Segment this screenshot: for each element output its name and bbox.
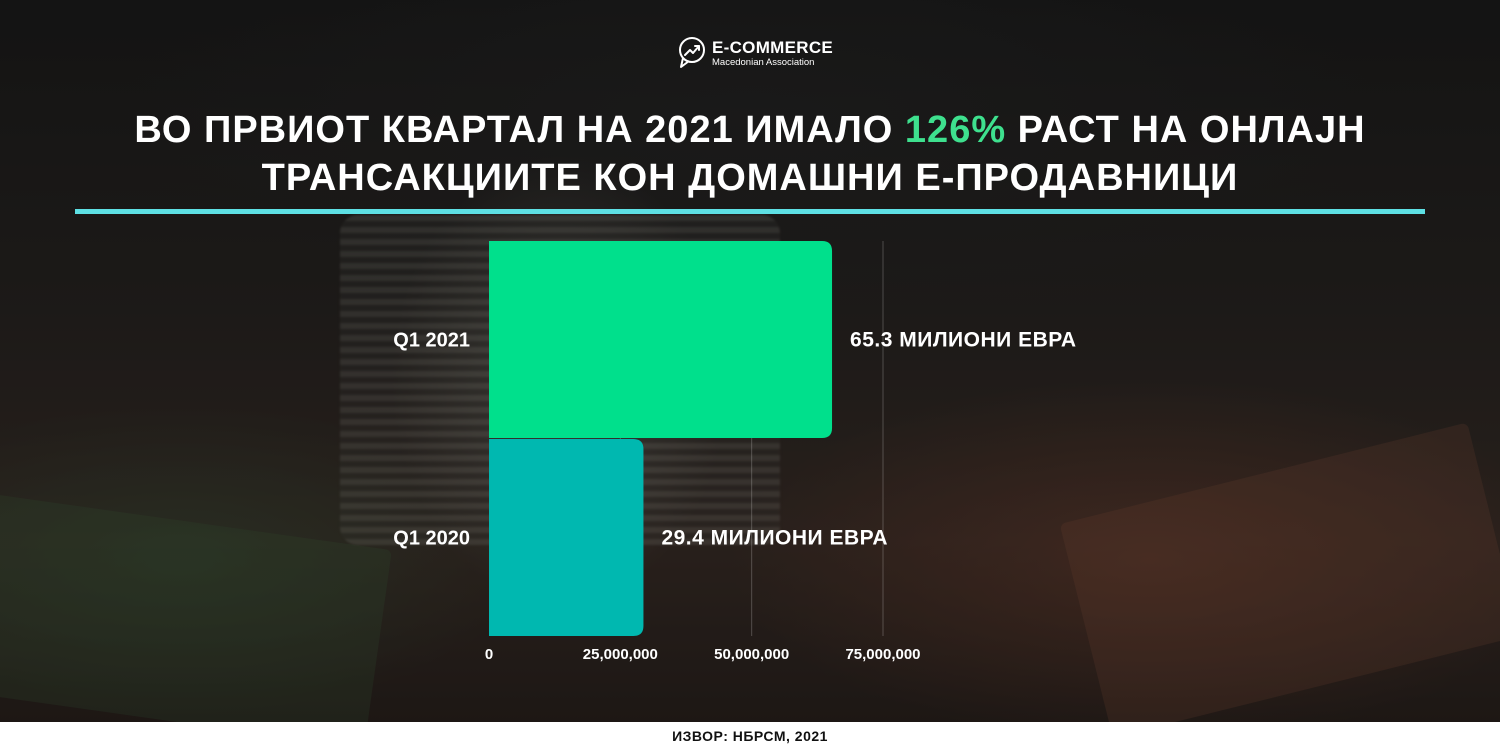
source-footer: ИЗВОР: НБРСМ, 2021 <box>0 722 1500 750</box>
category-label: Q1 2021 <box>393 330 470 352</box>
page-title: ВО ПРВИОТ КВАРТАЛ НА 2021 ИМАЛО 126% РАС… <box>0 106 1500 202</box>
bar-chart: Q1 2021 Q1 2020 65.3 МИЛИОНИ ЕВРА 29.4 МИЛИ… <box>393 241 1077 663</box>
x-tick-label: 0 <box>485 646 493 663</box>
bar <box>489 241 833 438</box>
brand-name: E-COMMERCE <box>712 38 834 57</box>
chat-growth-icon <box>679 37 705 68</box>
bar <box>489 439 644 636</box>
data-label: 29.4 МИЛИОНИ ЕВРА <box>661 527 888 550</box>
title-line1-start: ВО ПРВИОТ КВАРТАЛ НА 2021 ИМАЛО <box>134 109 905 151</box>
x-tick-label: 25,000,000 <box>583 646 658 663</box>
title-divider <box>75 209 1425 214</box>
category-label: Q1 2020 <box>393 528 470 550</box>
x-tick-label: 75,000,000 <box>845 646 920 663</box>
title-growth-percent: 126% <box>904 109 1007 151</box>
x-tick-label: 50,000,000 <box>714 646 789 663</box>
title-line2: ТРАНСАКЦИИТЕ КОН ДОМАШНИ Е-ПРОДАВНИЦИ <box>261 157 1239 199</box>
brand-subtitle: Macedonian Association <box>712 57 815 68</box>
data-label: 65.3 МИЛИОНИ ЕВРА <box>850 329 1077 352</box>
title-line1-end: РАСТ НА ОНЛАЈН <box>1006 109 1366 151</box>
brand-logo: E-COMMERCE Macedonian Association <box>678 34 833 74</box>
